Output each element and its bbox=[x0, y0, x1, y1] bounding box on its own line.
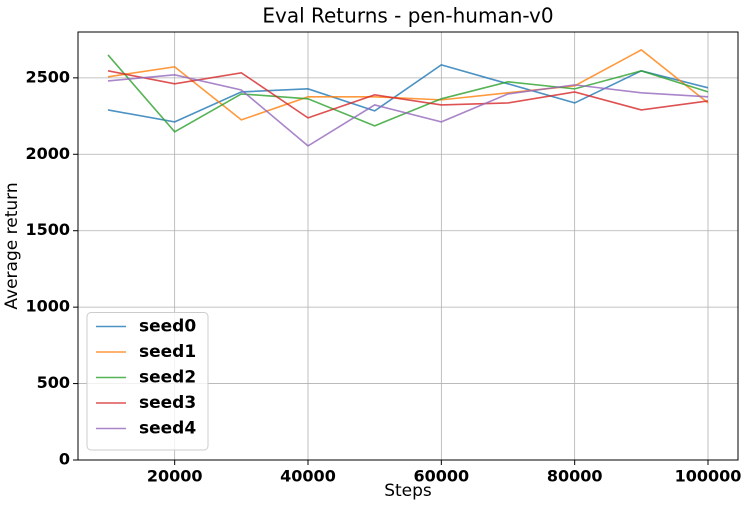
x-axis-label: Steps bbox=[384, 481, 432, 501]
x-tick-label: 60000 bbox=[413, 467, 469, 486]
series-line bbox=[107, 70, 709, 119]
y-tick-label: 0 bbox=[59, 450, 70, 469]
y-axis-label: Average return bbox=[2, 182, 22, 309]
plot-frame bbox=[77, 31, 739, 461]
series-line bbox=[107, 48, 709, 121]
y-tick-label: 1500 bbox=[25, 220, 70, 239]
legend-label: seed3 bbox=[139, 393, 196, 413]
series-line bbox=[107, 63, 709, 123]
y-tick-label: 1000 bbox=[25, 297, 70, 316]
x-tick-label: 80000 bbox=[547, 467, 603, 486]
x-tick-label: 100000 bbox=[675, 467, 742, 486]
legend-label: seed1 bbox=[139, 342, 196, 362]
legend-label: seed4 bbox=[139, 419, 196, 439]
series-line bbox=[107, 73, 709, 147]
legend-label: seed0 bbox=[139, 317, 196, 337]
legend-box bbox=[86, 312, 209, 451]
x-tick-label: 40000 bbox=[280, 467, 336, 486]
y-tick-label: 2500 bbox=[25, 67, 70, 86]
series-line bbox=[107, 54, 709, 133]
y-tick-label: 500 bbox=[37, 373, 70, 392]
x-tick-label: 20000 bbox=[147, 467, 203, 486]
legend-label: seed2 bbox=[139, 368, 196, 388]
y-tick-label: 2000 bbox=[25, 144, 70, 163]
chart-title: Eval Returns - pen-human-v0 bbox=[262, 4, 553, 28]
